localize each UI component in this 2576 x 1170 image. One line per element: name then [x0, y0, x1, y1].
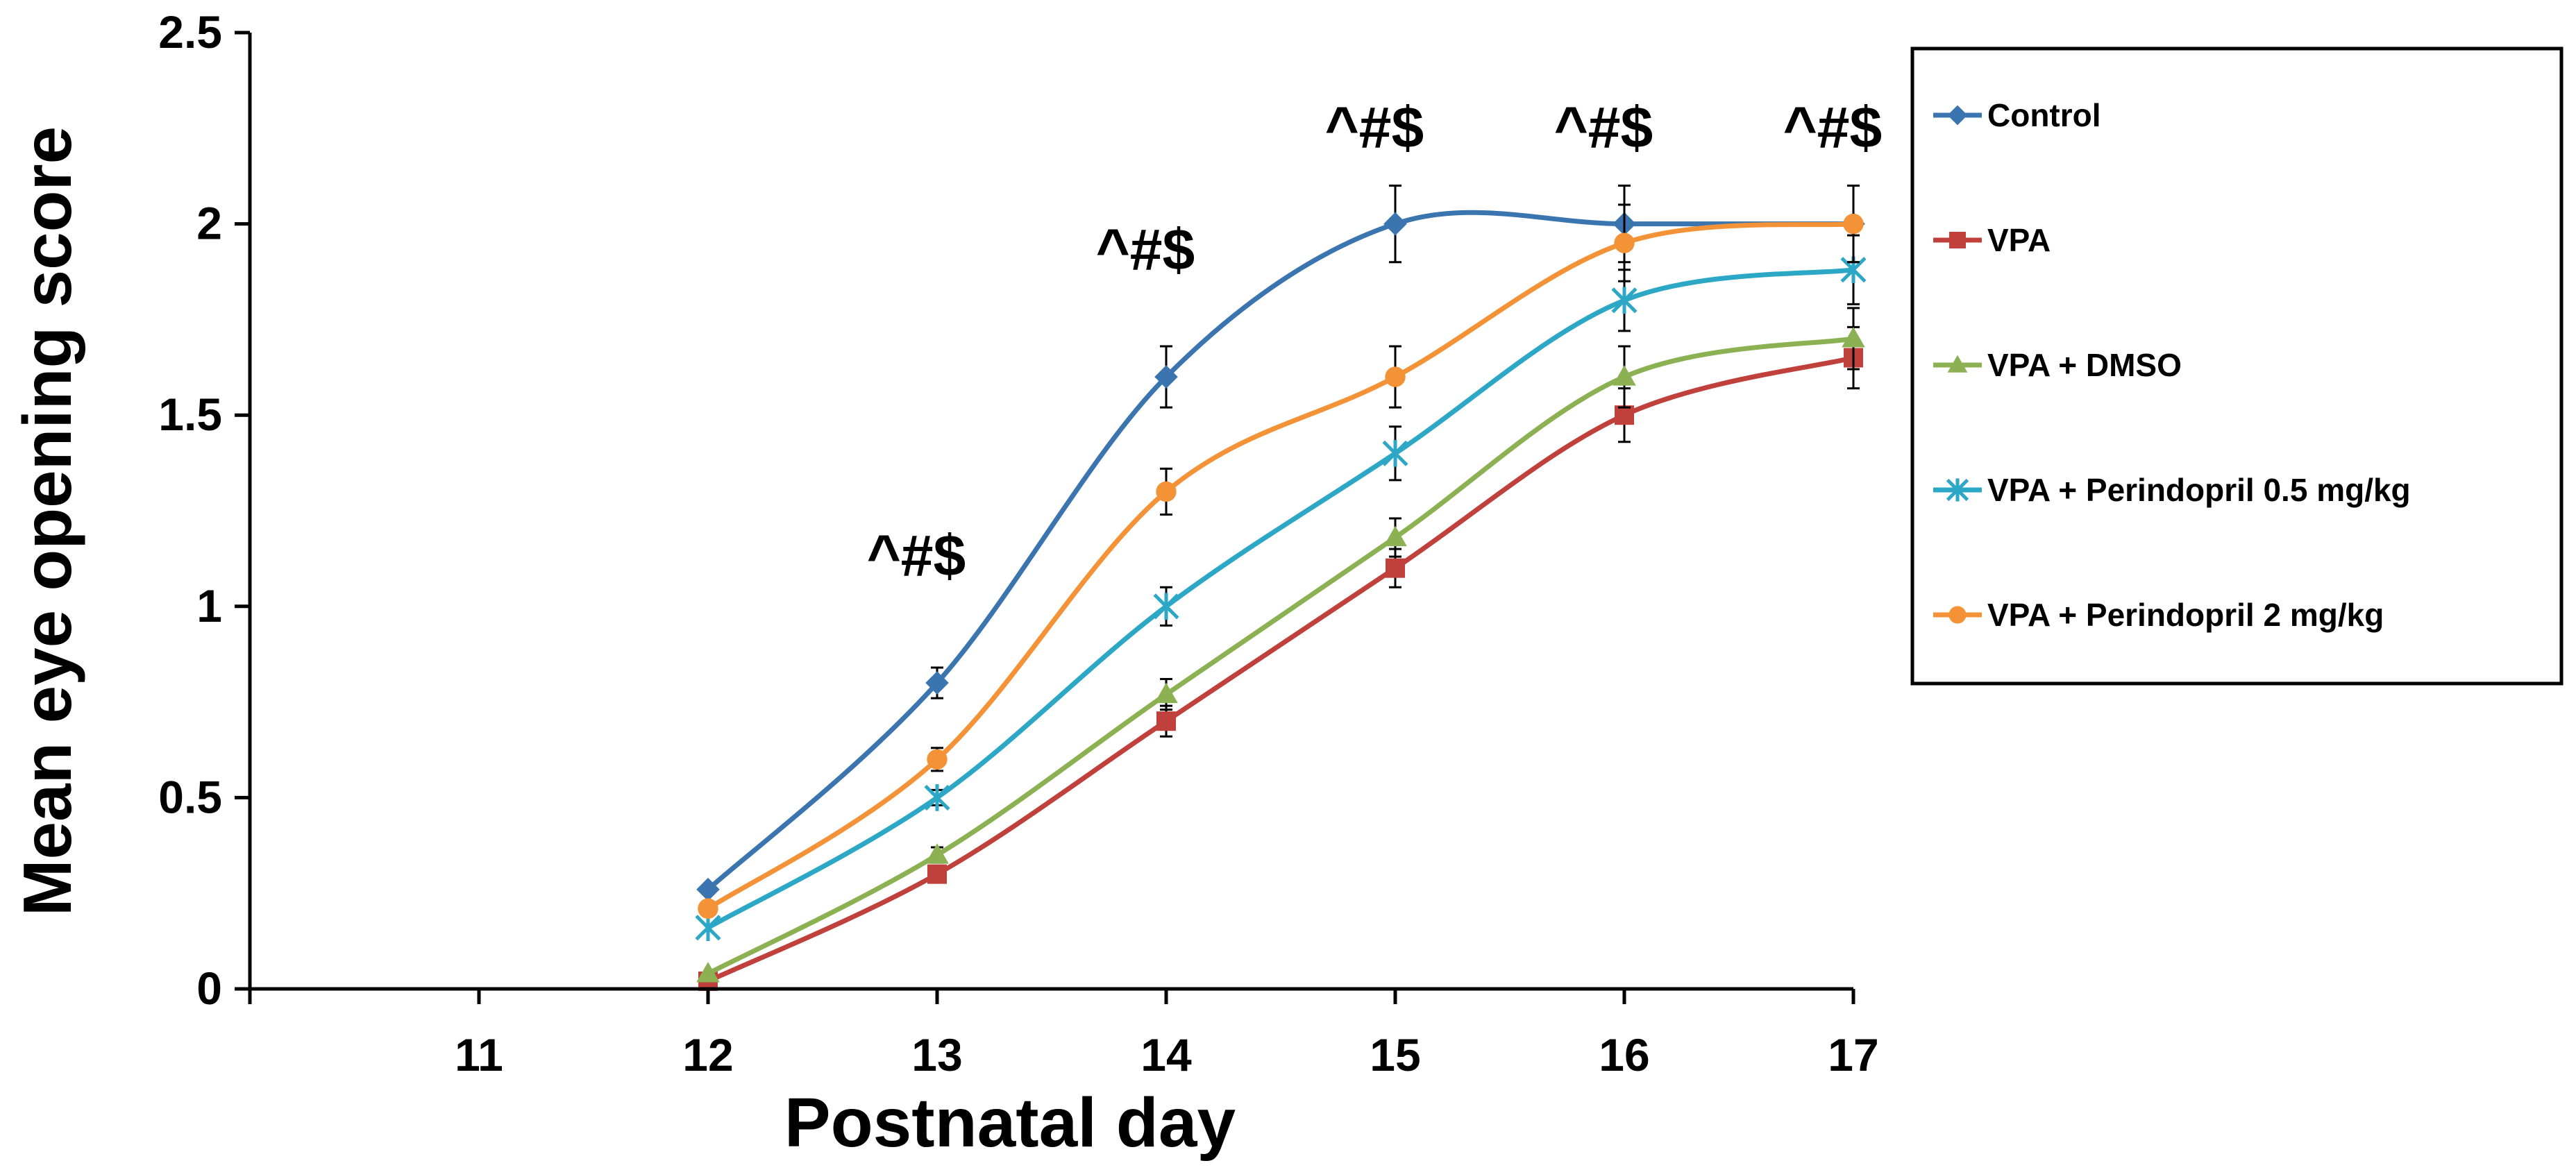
x-tick-label: 11 — [455, 1029, 503, 1080]
data-point — [1843, 213, 1864, 235]
data-point — [1614, 232, 1635, 253]
y-tick-label: 0.5 — [158, 771, 222, 822]
data-point — [1615, 405, 1634, 425]
legend-marker — [1948, 606, 1967, 624]
legend-item: VPA + Perindopril 2 mg/kg — [1933, 597, 2384, 633]
data-point — [1383, 525, 1407, 547]
series-vpa-dmso — [696, 307, 1865, 983]
series-line — [707, 221, 1854, 911]
x-tick-label: 16 — [1599, 1029, 1649, 1080]
series-line — [707, 336, 1854, 976]
significance-annotation: ^#$ — [1554, 94, 1653, 160]
data-point — [1382, 440, 1408, 467]
legend-label: VPA + DMSO — [1987, 347, 2182, 383]
data-point — [925, 843, 949, 864]
series-layer — [695, 184, 1867, 991]
data-point — [1156, 711, 1176, 731]
data-point — [1154, 365, 1178, 389]
data-point — [1153, 593, 1179, 620]
x-axis-title: Postnatal day — [784, 1084, 1236, 1162]
legend-marker — [1947, 355, 1968, 373]
x-tick-label: 13 — [911, 1029, 962, 1080]
legend-marker — [1949, 232, 1966, 248]
data-point — [927, 749, 948, 770]
x-tick-label: 15 — [1370, 1029, 1420, 1080]
series-vpa-perindopril-2-mg-kg — [698, 184, 1864, 919]
legend-item: VPA + DMSO — [1933, 347, 2182, 383]
significance-annotation: ^#$ — [1783, 94, 1883, 160]
legend-marker — [1946, 478, 1969, 502]
y-tick-label: 1.5 — [158, 389, 222, 440]
significance-annotation: ^#$ — [1325, 94, 1424, 160]
legend-label: VPA + Perindopril 2 mg/kg — [1987, 597, 2384, 633]
legend-item: VPA + Perindopril 0.5 mg/kg — [1933, 472, 2411, 508]
legend-item: Control — [1933, 97, 2101, 133]
x-tick-label: 17 — [1828, 1029, 1878, 1080]
legend-label: Control — [1987, 97, 2101, 133]
data-point — [927, 864, 947, 884]
axes-layer — [235, 31, 1855, 1004]
significance-annotation: ^#$ — [867, 523, 966, 588]
series-line — [707, 355, 1854, 984]
x-tick-label: 12 — [682, 1029, 733, 1080]
data-point — [1611, 287, 1638, 314]
text-layer: 0 0.5 1 1.5 2 2.5 11 12 13 14 15 16 17 Postnatal day M… — [9, 6, 1882, 1162]
data-point — [1383, 212, 1407, 236]
legend-marker — [1947, 105, 1968, 126]
legend-item: VPA — [1933, 222, 2051, 258]
significance-annotation: ^#$ — [1096, 217, 1195, 282]
data-point — [1385, 366, 1406, 387]
series-line — [707, 267, 1854, 930]
legend-box — [1910, 46, 2564, 686]
y-axis-title: Mean eye opening score — [9, 126, 85, 916]
y-tick-label: 2 — [196, 198, 222, 249]
data-point — [1386, 558, 1405, 578]
data-point — [696, 962, 720, 983]
data-point — [1156, 481, 1177, 502]
data-point — [1154, 682, 1178, 704]
legend-label: VPA + Perindopril 0.5 mg/kg — [1987, 472, 2411, 508]
data-point — [698, 898, 718, 919]
y-tick-label: 1 — [196, 580, 222, 631]
legend: Control VPA VPA + DMSO VPA + Perindopril 0.… — [1910, 46, 2564, 686]
series-vpa-perindopril-0-5-mg-kg — [695, 234, 1867, 942]
data-point — [924, 784, 950, 811]
data-point — [1842, 327, 1865, 348]
legend-label: VPA — [1987, 222, 2051, 258]
x-tick-label: 14 — [1140, 1029, 1192, 1080]
data-point — [1613, 365, 1636, 386]
data-point — [925, 671, 949, 695]
y-tick-label: 0 — [196, 963, 222, 1014]
y-tick-label: 2.5 — [158, 6, 222, 58]
data-point — [696, 877, 720, 901]
